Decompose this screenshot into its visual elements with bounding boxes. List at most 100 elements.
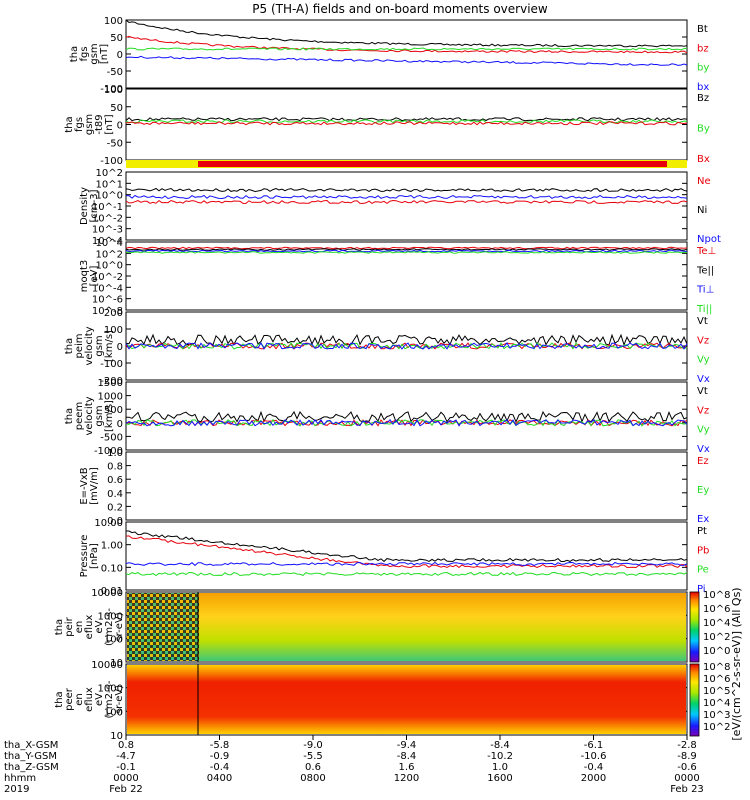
legend-entry: Vx [697, 374, 710, 385]
y-axis-label-line: tha [54, 691, 65, 707]
y-axis-label: E=-VxB [mV/m] [79, 467, 100, 505]
colorbar-tick-label: 10^2 [703, 722, 730, 733]
y-axis-label-line: sr-eV) [114, 612, 125, 641]
series-line [125, 187, 688, 193]
legend-entry: Npot [697, 234, 721, 245]
panel-frame [125, 19, 688, 89]
series-line [125, 418, 688, 427]
y-tick-label: 10^-4 [92, 236, 123, 247]
colorbar-tick-label: 10^6 [703, 674, 730, 685]
panel-frame [125, 451, 688, 521]
legend-entry: Ey [697, 485, 709, 496]
colorbar-tick-label: 10^3 [703, 710, 730, 721]
x-row-label: hhmm [4, 773, 36, 784]
colorbar-tick-label: 10^0 [703, 646, 730, 657]
y-tick-label: -100 [100, 359, 123, 370]
x-tick-label: 1.0 [492, 762, 508, 773]
legend-entry: Ti⊥ [696, 285, 714, 296]
y-axis-label: tha peer en eflux eV (cm2-s-sr-eV) [54, 680, 125, 718]
series-line [126, 530, 688, 563]
panel-frame [125, 521, 688, 591]
y-axis-label-line: peir [64, 616, 75, 636]
x-axis-annotations: tha_X-GSM 0.8 -5.8 -9.0 -9.4 -8.4 -6.1 -2.8tha_… [4, 735, 704, 795]
y-tick-label: -100 [100, 84, 123, 95]
series-line [125, 55, 688, 66]
x-tick-label: -8.4 [397, 751, 417, 762]
x-tick-label: -8.9 [677, 751, 697, 762]
y-axis-label-line: (cm2-s- [104, 608, 115, 646]
x-tick-label: -9.4 [397, 740, 417, 751]
y-axis-label: tha peem velocity gsm [km/s] [64, 396, 115, 435]
series-line [125, 561, 688, 567]
y-tick-label: 10^-6 [92, 295, 123, 306]
y-axis-label-line: gsm [89, 43, 100, 64]
y-axis-label: Density [cm-3] [79, 187, 100, 225]
legend-entry: Bz [697, 93, 709, 104]
x-tick-label: -0.4 [584, 762, 604, 773]
x-tick-label: 1200 [394, 773, 419, 784]
y-tick-label: 500 [104, 405, 123, 416]
x-tick-label: -10.2 [487, 751, 513, 762]
series-line [125, 251, 688, 254]
date-end: Feb 23 [670, 784, 704, 795]
status-bar [126, 160, 687, 168]
year-label: 2019 [4, 784, 29, 795]
y-axis-label-line: [nT] [99, 44, 110, 64]
x-row-label: tha_Y-GSM [4, 751, 57, 762]
y-tick-label: -50 [107, 138, 123, 149]
legend-entry: bz [697, 43, 709, 54]
y-axis-label-line: fgs [74, 117, 85, 132]
series-line [125, 246, 688, 250]
y-tick-label: -50 [107, 67, 123, 78]
y-tick-label: 10^0 [96, 191, 123, 202]
colorbar-tick-label: 10^4 [703, 618, 730, 629]
x-tick-label: -6.1 [584, 740, 604, 751]
x-tick-label: 0000 [113, 773, 138, 784]
y-tick-label: 50 [110, 33, 123, 44]
panel-5: 200 100 0 -100 -200 tha peim velocity gsm [km/s] V… [64, 308, 710, 387]
y-tick-label: 10.00 [94, 518, 123, 529]
y-tick-label: 10^4 [96, 238, 123, 249]
y-tick-label: 0.0 [107, 516, 123, 527]
y-tick-label: 0.4 [107, 489, 123, 500]
status-bar-red [198, 161, 667, 167]
y-axis-label-line: peer [64, 687, 75, 711]
y-tick-label: 50 [110, 103, 123, 114]
x-tick-label: 0.8 [118, 740, 134, 751]
y-tick-label: 10^-8 [92, 306, 123, 317]
legend-entry: Vt [697, 386, 708, 397]
panel-7: 1.0 0.8 0.6 0.4 0.2 0.0 E=-VxB [mV/m] Ez Ey Ex [79, 448, 709, 527]
y-axis-label-line: en [74, 693, 85, 706]
panel-3: 10^210^110^010^-110^-210^-310^-4Density[… [79, 168, 721, 247]
y-axis-label-line: velocity [84, 326, 95, 365]
y-axis-label-line: (cm2-s- [104, 680, 115, 718]
y-tick-label: 10 [110, 731, 123, 742]
y-axis-label-line: peim [74, 333, 85, 358]
panel-1: 100 50 0 -50 -100 tha fgs gsm [nT] Bt bz by bx [69, 16, 709, 95]
y-axis-label: tha peim velocity gsm [km/s] [64, 326, 115, 365]
series-line [125, 199, 688, 205]
legend-entry: Vz [697, 335, 709, 346]
y-axis-label-line: eV [94, 693, 105, 706]
y-axis-label-line: sr-eV) [114, 685, 125, 714]
colorbar-tick-label: 10^6 [703, 604, 730, 615]
legend-entry: Vy [697, 425, 710, 436]
y-axis-label-line: -t89 [94, 114, 105, 134]
legend-entry: Pi [697, 584, 706, 595]
series-line [125, 418, 688, 427]
legend-entry: Ni [697, 205, 707, 216]
y-axis-label-line: E=-VxB [79, 467, 90, 504]
series-line [125, 248, 688, 251]
x-tick-label: 1.6 [399, 762, 415, 773]
figure-title: P5 (TH-A) fields and on-board moments ov… [252, 2, 548, 16]
series-line [125, 249, 688, 253]
y-tick-label: 1000 [98, 611, 123, 622]
y-tick-label: 0.8 [107, 462, 123, 473]
legend-entry: Ne [697, 176, 711, 187]
y-axis-label-line: tha [64, 338, 75, 354]
spectrogram-colorbar: 10^810^610^410^210^010^810^610^510^410^3… [689, 587, 743, 741]
colorbar-label: [eV/(cm^2-s-sr-eV)] (All Qs) [730, 587, 743, 740]
x-tick-label: -5.5 [303, 751, 323, 762]
